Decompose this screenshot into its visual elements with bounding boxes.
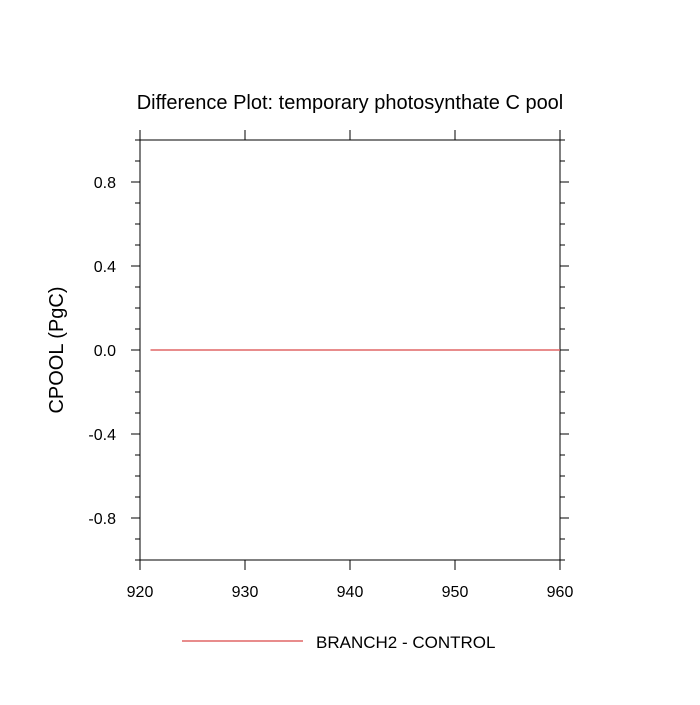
y-tick-label: 0.0 [94, 343, 116, 360]
y-tick-label: -0.4 [88, 427, 116, 444]
x-tick-label: 920 [127, 584, 154, 601]
y-tick-label: 0.4 [94, 259, 116, 276]
legend-label-branch2-control: BRANCH2 - CONTROL [316, 633, 495, 652]
x-tick-label: 960 [547, 584, 574, 601]
y-axis-title: CPOOL (PgC) [46, 286, 68, 413]
x-tick-label: 940 [337, 584, 364, 601]
y-tick-label: 0.8 [94, 175, 116, 192]
x-axis-ticks: 920 930 940 950 960 [127, 130, 574, 601]
y-axis-ticks: -0.8 -0.4 0.0 0.4 0.8 [88, 139, 569, 561]
x-tick-label: 930 [232, 584, 259, 601]
chart-title: Difference Plot: temporary photosynthate… [137, 92, 564, 114]
x-tick-label: 950 [442, 584, 469, 601]
legend: BRANCH2 - CONTROL [182, 633, 495, 652]
y-tick-label: -0.8 [88, 511, 116, 528]
